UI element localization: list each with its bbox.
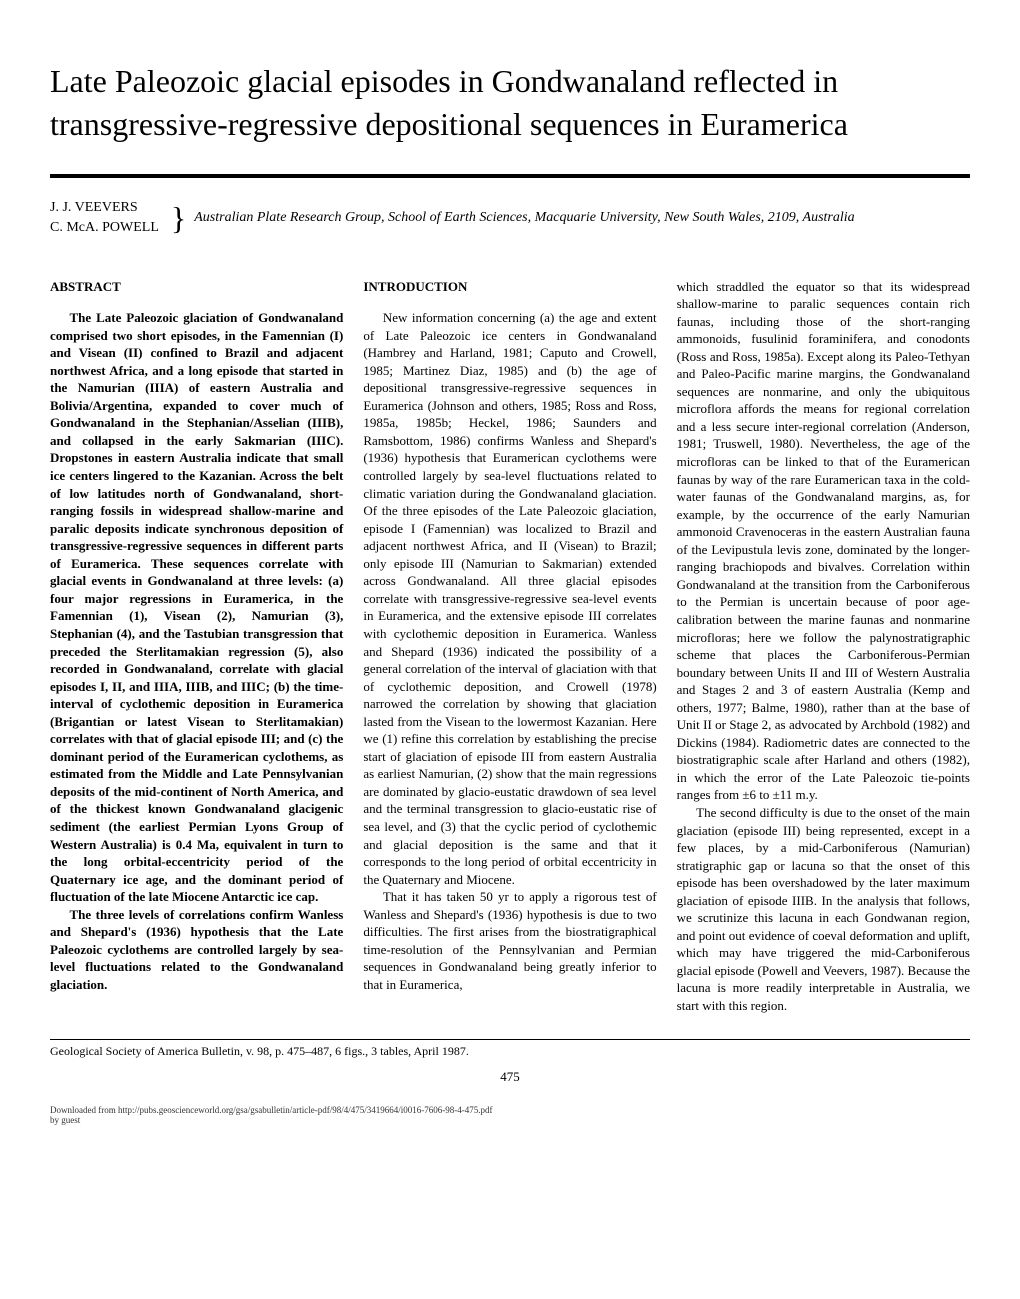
introduction-heading: INTRODUCTION <box>363 278 656 296</box>
author-names: J. J. VEEVERS C. McA. POWELL <box>50 198 171 237</box>
author-2: C. McA. POWELL <box>50 218 159 238</box>
download-note: Downloaded from http://pubs.geosciencewo… <box>50 1105 970 1127</box>
authors-brace: } <box>171 202 194 234</box>
column-1: ABSTRACT The Late Paleozoic glaciation o… <box>50 278 343 1015</box>
download-line2: by guest <box>50 1115 970 1126</box>
page-number: 475 <box>50 1069 970 1085</box>
intro-p2: That it has taken 50 yr to apply a rigor… <box>363 888 656 993</box>
intro-body-col2: New information concerning (a) the age a… <box>363 309 656 993</box>
abstract-p2: The three levels of correlations confirm… <box>50 906 343 994</box>
author-1: J. J. VEEVERS <box>50 198 159 218</box>
affiliation: Australian Plate Research Group, School … <box>194 210 854 226</box>
intro-p3: which straddled the equator so that its … <box>677 278 970 804</box>
abstract-heading: ABSTRACT <box>50 278 343 296</box>
column-2: INTRODUCTION New information concerning … <box>363 278 656 1015</box>
title-rule <box>50 174 970 178</box>
authors-block: J. J. VEEVERS C. McA. POWELL } Australia… <box>50 198 970 237</box>
abstract-body: The Late Paleozoic glaciation of Gondwan… <box>50 309 343 993</box>
text-columns: ABSTRACT The Late Paleozoic glaciation o… <box>50 278 970 1015</box>
abstract-p1: The Late Paleozoic glaciation of Gondwan… <box>50 309 343 906</box>
intro-p4: The second difficulty is due to the onse… <box>677 804 970 1015</box>
article-title: Late Paleozoic glacial episodes in Gondw… <box>50 60 970 146</box>
column-3: which straddled the equator so that its … <box>677 278 970 1015</box>
citation: Geological Society of America Bulletin, … <box>50 1039 970 1059</box>
intro-body-col3: which straddled the equator so that its … <box>677 278 970 1015</box>
intro-p1: New information concerning (a) the age a… <box>363 309 656 888</box>
download-line1: Downloaded from http://pubs.geosciencewo… <box>50 1105 970 1116</box>
